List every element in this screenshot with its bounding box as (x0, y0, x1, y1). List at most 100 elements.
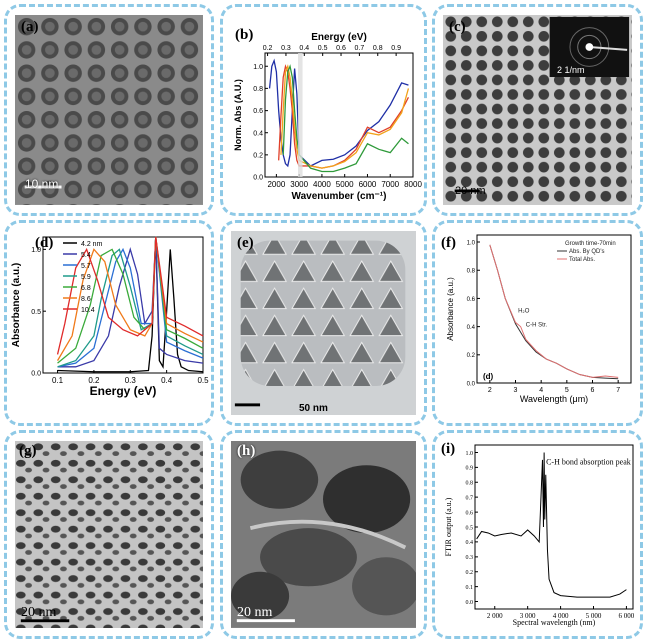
panel-d: 0.1 0.2 0.3 0.4 0.5 0.0 0.5 1.0 Energy (eV) Absor… (4, 220, 214, 426)
plot-frame (474, 444, 634, 610)
panel-i: 2 000 3 000 4 000 5 000 6 000 0.0 0.1 0.2 0.3 0.4… (432, 430, 643, 639)
y-axis-label: Absorbance (a.u.) (446, 277, 455, 341)
y-tick-label: 0.4 (467, 325, 476, 331)
x-tick-label: 0.3 (125, 376, 137, 385)
x-axis-label: Spectral wavelength (nm) (513, 618, 596, 627)
panel-g: (g) 20 nm (4, 430, 214, 639)
y-axis-label: FTIR output (a.u.) (444, 497, 453, 556)
y-tick-label: 0.6 (253, 108, 263, 115)
top-tick-label: 0.3 (281, 45, 291, 52)
top-tick-label: 0.5 (318, 45, 328, 52)
y-tick-label: 0.2 (467, 353, 476, 359)
x-axis-label: Wavenumber (cm⁻¹) (292, 191, 387, 202)
panel-label: (g) (19, 443, 37, 459)
legend-label: 5.7 (81, 263, 91, 270)
y-tick-label: 0.7 (466, 496, 474, 502)
plot-frame (42, 236, 204, 374)
panel-e: (e) 50 nm (220, 220, 427, 426)
y-axis-label: Norm. Abs (A.U.) (233, 79, 243, 151)
scale-bar-label: 10 nm (25, 177, 59, 191)
legend-label: 6.8 (81, 285, 91, 292)
chart-f: 2 3 4 5 6 7 0.0 0.2 0.4 0.6 0.8 1.0 Wavelength (μm) A… (446, 234, 632, 404)
y-tick-label: 0.6 (467, 297, 476, 303)
annotation-ch-stretch: C-H Str. (526, 323, 548, 329)
series-line (489, 244, 619, 378)
series-line (57, 236, 204, 368)
x-tick-label: 3000 (290, 180, 308, 189)
panel-label: (e) (237, 235, 254, 251)
scale-bar-label: 50 nm (299, 403, 328, 414)
y-tick-label: 0.0 (253, 175, 263, 182)
series-line (57, 236, 204, 368)
y-tick-label: 1.0 (467, 240, 476, 246)
series-line (57, 236, 204, 368)
y-tick-label: 0.0 (466, 600, 474, 606)
y-tick-label: 0.0 (31, 371, 41, 378)
y-tick-label: 0.0 (467, 381, 476, 387)
top-tick-label: 0.7 (355, 45, 365, 52)
panel-b: 2000 3000 4000 5000 6000 7000 8000 0.0 0.2 0.4 0.6… (220, 4, 427, 216)
y-tick-label: 0.4 (253, 130, 263, 137)
legend-header: Growth time-70min (565, 241, 616, 247)
x-tick-label: 6 000 (619, 612, 635, 620)
x-tick-label: 0.4 (161, 376, 173, 385)
x-tick-label: 8000 (404, 180, 422, 189)
y-tick-label: 1.0 (253, 64, 263, 71)
legend-label: 5.9 (81, 274, 91, 281)
plot-frame (264, 52, 414, 178)
y-tick-label: 0.4 (466, 540, 474, 546)
tem-image-e (231, 231, 416, 416)
x-tick-label: 4 000 (553, 612, 569, 620)
series-line (56, 236, 204, 355)
top-tick-label: 0.8 (373, 45, 383, 52)
inner-panel-label: (d) (483, 372, 494, 381)
x-tick-label: 3 000 (520, 612, 536, 620)
scale-bar-label: 20 nm (21, 605, 57, 620)
panel-f: 2 3 4 5 6 7 0.0 0.2 0.4 0.6 0.8 1.0 Wavelength (μm) A… (432, 220, 643, 426)
scale-bar-label: 20 nm (455, 185, 486, 197)
top-tick-label: 0.4 (299, 45, 309, 52)
y-tick-label: 0.6 (466, 510, 474, 516)
x-tick-label: 5 000 (586, 612, 602, 620)
x-tick-label: 7000 (381, 180, 399, 189)
panel-label: (a) (21, 19, 39, 35)
panel-a: (a) 10 nm (4, 4, 214, 216)
chart-b: 2000 3000 4000 5000 6000 7000 8000 0.0 0.2 0.4 0.6… (233, 32, 422, 202)
series-line (56, 236, 204, 361)
y-tick-label: 1.0 (31, 247, 41, 254)
y-tick-label: 0.8 (253, 86, 263, 93)
y-tick-label: 0.2 (466, 570, 474, 576)
annotation-h2o: H₂O (518, 309, 530, 315)
x-tick-label: 4 (539, 387, 543, 394)
x-tick-label: 5000 (336, 180, 354, 189)
series-line (489, 244, 619, 380)
x-tick-label: 7 (616, 387, 620, 394)
legend-label: 5.4 (81, 252, 91, 259)
legend-label: Total Abs. (569, 257, 595, 263)
series-line (278, 64, 410, 169)
x-tick-label: 6 (591, 387, 595, 394)
y-tick-label: 1.0 (466, 451, 474, 457)
plot-frame (476, 234, 632, 384)
y-tick-label: 0.9 (466, 466, 474, 472)
x-tick-label: 0.2 (88, 376, 100, 385)
legend-label: 8.6 (81, 296, 91, 303)
x-tick-label: 2000 (267, 180, 285, 189)
x-axis-label: Energy (eV) (90, 384, 157, 398)
top-tick-label: 0.2 (263, 45, 273, 52)
panel-h: (h) 20 nm (220, 430, 427, 639)
legend-label: 10.4 (81, 307, 95, 314)
tem-image-h (231, 441, 416, 628)
tem-image-a (15, 15, 203, 205)
series-line (268, 58, 409, 168)
y-tick-label: 0.5 (466, 525, 474, 531)
series-line (57, 236, 204, 364)
y-axis-label: Absorbance (a.u.) (11, 263, 22, 347)
panel-label: (c) (449, 19, 466, 35)
y-tick-label: 0.3 (466, 555, 474, 561)
series-line (282, 64, 409, 173)
panel-label: (f) (441, 235, 456, 251)
panel-label: (i) (441, 441, 456, 457)
peak-annotation: C-H bond absorption peak (546, 457, 631, 466)
y-tick-label: 0.5 (31, 309, 41, 316)
